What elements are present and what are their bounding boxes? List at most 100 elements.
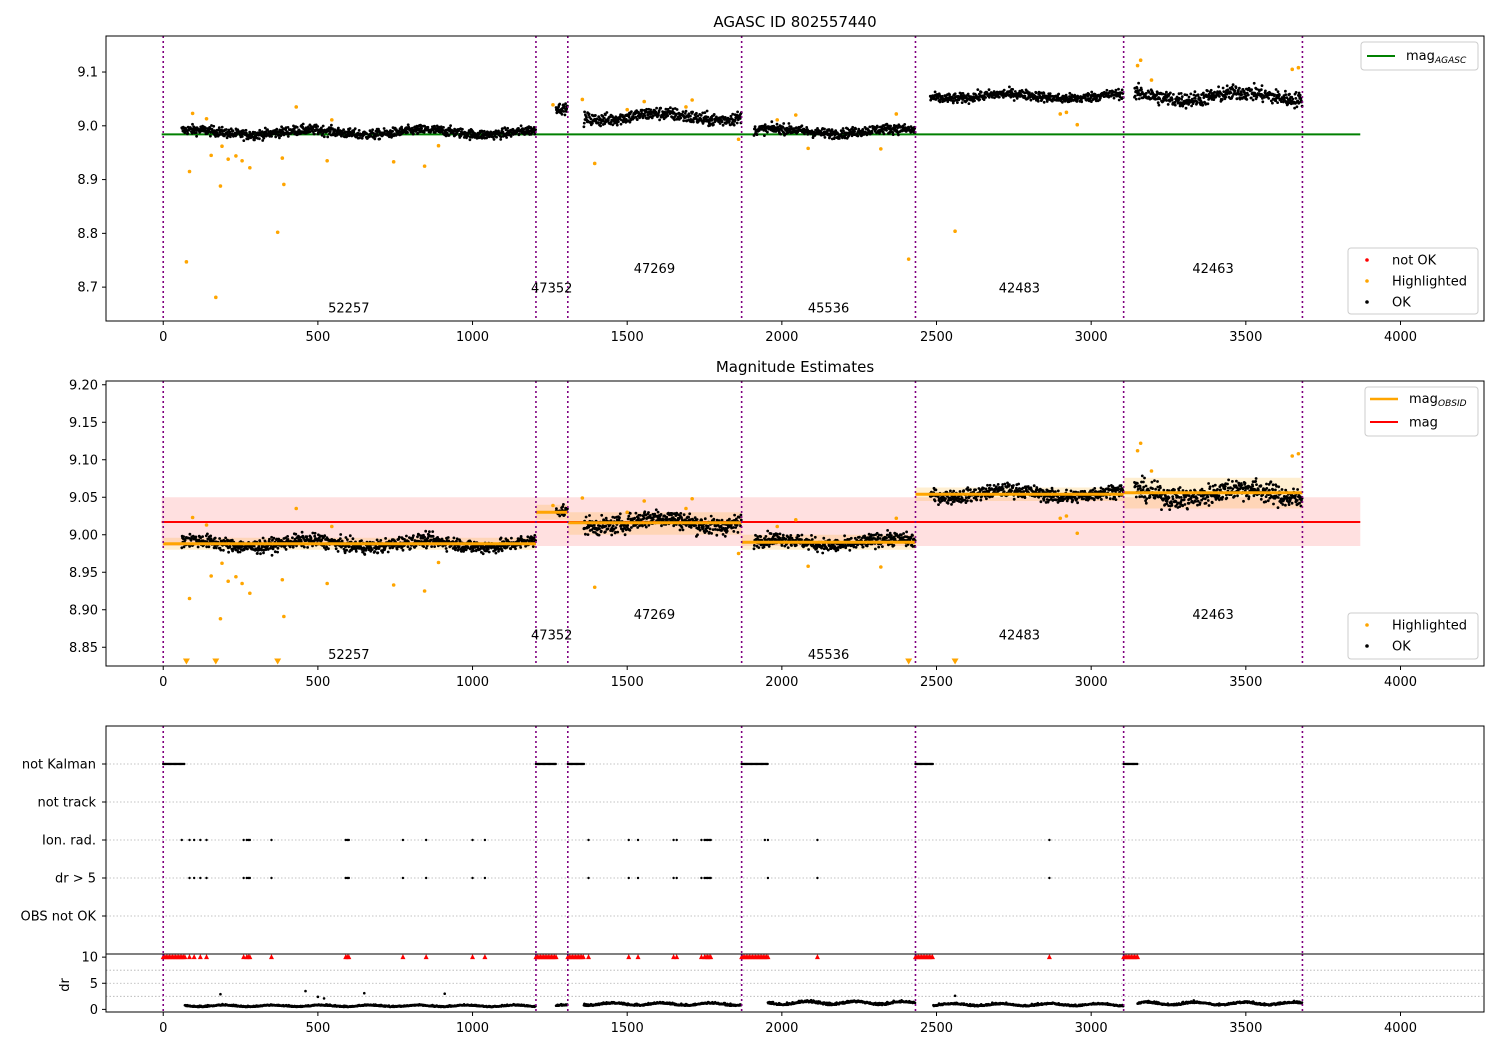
ok-point (1269, 99, 1273, 103)
ok-point (418, 540, 421, 543)
highlighted-point (204, 117, 209, 121)
ok-point (1251, 98, 1255, 102)
x-tick-label: 2000 (765, 330, 798, 345)
ok-point (276, 546, 280, 550)
ok-point (268, 537, 271, 541)
ok-point (903, 123, 907, 126)
ok-point (786, 131, 790, 135)
ok-point (416, 131, 420, 135)
ok-point (962, 489, 966, 493)
ok-point (1263, 95, 1266, 99)
ok-point (562, 503, 565, 506)
highlighted-point (894, 112, 899, 116)
ok-point (836, 548, 840, 552)
ok-point (882, 124, 885, 127)
ok-point (219, 548, 223, 552)
ok-point (1105, 88, 1109, 92)
ok-point (951, 101, 955, 105)
ok-point (210, 124, 213, 127)
ok-point (345, 134, 349, 138)
ok-point (642, 516, 646, 520)
ok-point (706, 115, 710, 119)
ok-point (789, 534, 793, 537)
ok-point (708, 527, 712, 531)
obsid-label: 52257 (328, 302, 369, 317)
ok-point (517, 132, 521, 136)
ok-point (618, 512, 622, 516)
ok-point (984, 96, 987, 99)
ok-point (520, 537, 523, 541)
ok-point (327, 547, 330, 551)
ok-point (739, 518, 743, 522)
ok-point (333, 539, 337, 542)
ok-point (1012, 99, 1016, 102)
ok-point (1172, 93, 1175, 96)
ok-point (1196, 93, 1200, 97)
highlighted-point (226, 157, 230, 161)
ok-point (643, 114, 647, 117)
ok-point (519, 546, 523, 549)
ok-point (212, 124, 216, 128)
ok-point (597, 115, 601, 119)
ok-point (673, 118, 676, 122)
highlighted-point (187, 169, 192, 174)
ok-point (564, 109, 568, 113)
ok-point (856, 134, 860, 138)
ok-point (360, 539, 363, 542)
ok-point (854, 127, 858, 131)
ok-point (494, 551, 498, 555)
ok-point (284, 548, 288, 551)
ok-point (430, 545, 433, 548)
ok-point (1190, 104, 1193, 108)
ok-point (683, 112, 687, 115)
ok-point (775, 122, 779, 126)
ok-point (960, 101, 964, 104)
ok-point (1157, 103, 1161, 107)
ok-point (563, 513, 566, 517)
ok-point (885, 128, 888, 132)
ok-point (963, 498, 967, 502)
ok-point (562, 110, 566, 113)
ok-point (848, 548, 852, 552)
ok-point (217, 126, 221, 130)
ok-point (636, 526, 640, 529)
ok-point (688, 512, 692, 516)
ok-point (678, 528, 682, 532)
ok-point (604, 530, 607, 534)
ok-point (1185, 93, 1189, 97)
ok-point (1064, 93, 1068, 97)
ok-point (710, 532, 713, 535)
ok-point (982, 98, 986, 101)
ok-point (364, 548, 368, 552)
ok-point (602, 518, 606, 522)
ok-point (693, 516, 697, 520)
ok-point (900, 533, 903, 537)
highlighted-point (330, 118, 334, 122)
ok-point (940, 94, 944, 98)
ok-point (946, 100, 950, 103)
ok-point (670, 512, 674, 515)
highlighted-point (684, 105, 688, 109)
ok-point (311, 531, 315, 535)
ok-point (1260, 84, 1264, 87)
ok-point (358, 136, 361, 140)
ok-point (330, 123, 333, 127)
ok-point (584, 532, 587, 536)
ok-point (604, 516, 608, 520)
ok-point (763, 134, 766, 138)
ok-point (681, 528, 685, 532)
ok-point (1299, 96, 1303, 100)
ok-point (982, 487, 986, 490)
ok-point (1042, 100, 1046, 104)
panel-agasc: AGASC ID 8025574405225747352472694553642… (77, 13, 1485, 345)
ok-point (1134, 97, 1138, 101)
ok-point (752, 547, 756, 551)
ok-point (770, 120, 774, 124)
ok-point (422, 130, 426, 134)
ok-point (195, 134, 199, 138)
ok-point (286, 538, 290, 541)
ok-point (1212, 98, 1216, 101)
ok-point (1298, 93, 1302, 97)
ok-point (701, 111, 705, 115)
ok-point (1283, 96, 1286, 100)
